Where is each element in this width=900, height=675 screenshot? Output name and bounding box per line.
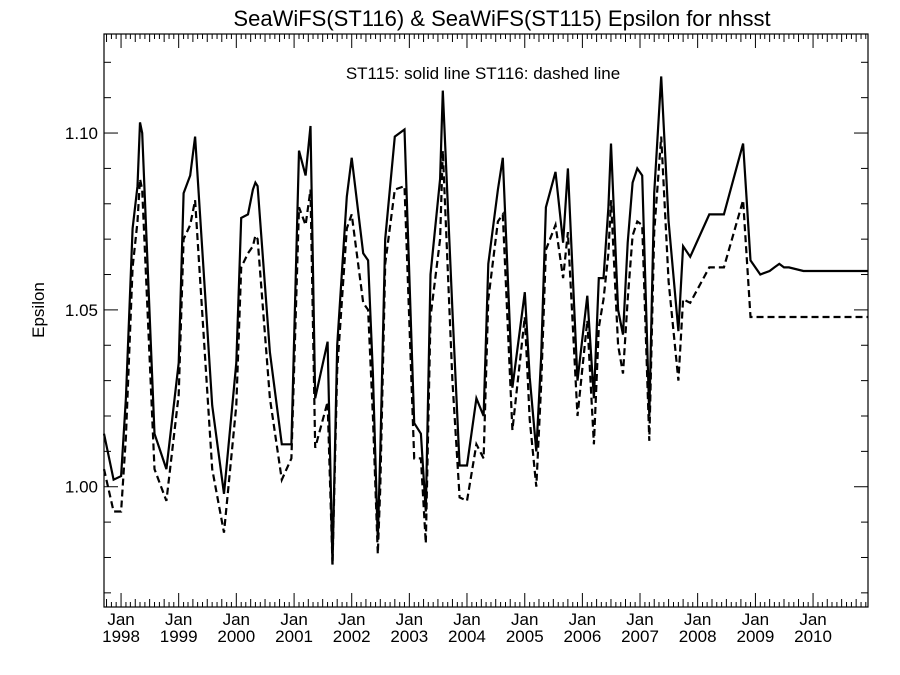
x-tick-month-label: Jan	[626, 610, 653, 629]
x-tick-month-label: Jan	[338, 610, 365, 629]
x-tick-year-label: 2008	[679, 627, 717, 646]
x-tick-year-label: 2002	[333, 627, 371, 646]
y-tick-label: 1.10	[65, 124, 98, 143]
x-tick-month-label: Jan	[684, 610, 711, 629]
x-tick-month-label: Jan	[396, 610, 423, 629]
x-tick-year-label: 2001	[275, 627, 313, 646]
x-tick-month-label: Jan	[742, 610, 769, 629]
legend-annotation: ST115: solid line ST116: dashed line	[346, 64, 620, 83]
x-tick-year-label: 1999	[160, 627, 198, 646]
x-tick-year-label: 2009	[737, 627, 775, 646]
x-tick-month-label: Jan	[453, 610, 480, 629]
x-tick-month-label: Jan	[511, 610, 538, 629]
y-tick-label: 1.05	[65, 301, 98, 320]
x-tick-year-label: 2007	[621, 627, 659, 646]
y-axis-ticks: 1.00 1.05 1.10	[65, 61, 868, 594]
x-tick-month-label: Jan	[107, 610, 134, 629]
x-axis-ticks: Jan1998Jan1999Jan2000Jan2001Jan2002Jan20…	[102, 34, 867, 646]
chart-title: SeaWiFS(ST116) & SeaWiFS(ST115) Epsilon …	[233, 6, 770, 31]
x-tick-year-label: 2005	[506, 627, 544, 646]
series-layer	[102, 76, 868, 565]
y-axis-label: Epsilon	[29, 282, 48, 338]
x-tick-year-label: 2006	[563, 627, 601, 646]
x-tick-year-label: 2010	[794, 627, 832, 646]
series-line-st116	[102, 136, 868, 565]
x-tick-month-label: Jan	[223, 610, 250, 629]
x-tick-year-label: 2000	[217, 627, 255, 646]
x-tick-month-label: Jan	[280, 610, 307, 629]
x-tick-year-label: 1998	[102, 627, 140, 646]
x-tick-year-label: 2003	[390, 627, 428, 646]
series-line-st115	[102, 76, 868, 565]
y-tick-label: 1.00	[65, 478, 98, 497]
x-tick-month-label: Jan	[569, 610, 596, 629]
x-tick-month-label: Jan	[799, 610, 826, 629]
x-tick-year-label: 2004	[448, 627, 486, 646]
x-tick-month-label: Jan	[165, 610, 192, 629]
